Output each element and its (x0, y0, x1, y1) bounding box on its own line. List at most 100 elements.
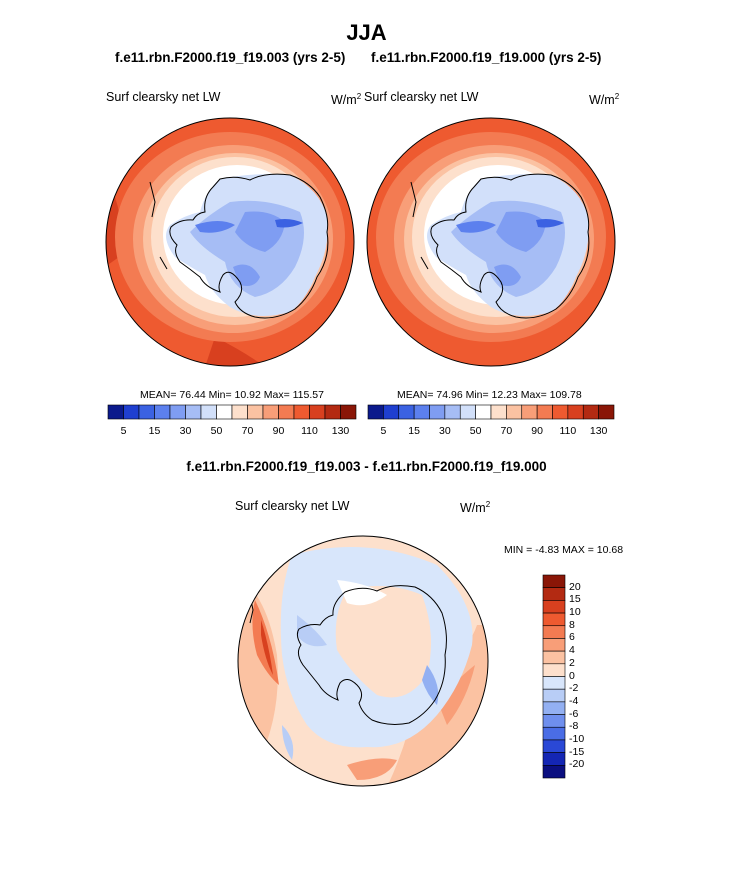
colorbar-swatch (542, 726, 566, 741)
colorbar-tick-label: 50 (469, 425, 482, 437)
colorbar-tick-label: -10 (569, 732, 585, 745)
colorbar-swatch (542, 739, 566, 753)
colorbar-tick-label: 90 (531, 425, 543, 437)
diff-stats: MIN = -4.83 MAX = 10.68 (504, 544, 624, 556)
colorbar-tick-label: 0 (569, 669, 575, 682)
colorbar-swatch (169, 404, 186, 420)
colorbar-tick-label: 70 (241, 425, 254, 437)
diff-colorbar (542, 574, 566, 779)
left-polar-map (105, 117, 355, 367)
colorbar-swatch (231, 404, 248, 420)
colorbar-swatch (309, 404, 326, 420)
colorbar-tick-label: -8 (569, 720, 579, 733)
colorbar-swatch (542, 663, 566, 677)
diff-coastline (296, 585, 447, 725)
colorbar-swatch (542, 688, 566, 703)
left-units-exp: 2 (356, 92, 362, 101)
colorbar-swatch (536, 404, 553, 420)
left-plateau-fill (235, 211, 285, 252)
diff-south-peak (347, 758, 397, 780)
colorbar-swatch (542, 676, 566, 690)
left-units-base: W/m (331, 93, 357, 108)
diff-interior-warm (335, 586, 431, 698)
right-polar-map (366, 117, 616, 367)
colorbar-swatch (293, 404, 310, 420)
colorbar-swatch (216, 404, 233, 420)
colorbar-tick-label: 15 (569, 593, 581, 606)
right-run-title: f.e11.rbn.F2000.f19_f19.000 (yrs 2-5) (371, 50, 602, 65)
colorbar-swatch (506, 404, 523, 420)
colorbar-tick-label: 2 (569, 656, 575, 669)
colorbar-tick-label: 30 (179, 425, 192, 437)
colorbar-tick-label: -6 (569, 707, 579, 720)
colorbar-swatch (542, 587, 566, 601)
colorbar-swatch (542, 701, 566, 715)
left-min-s (233, 264, 260, 286)
colorbar-swatch (521, 404, 538, 420)
colorbar-swatch (542, 574, 566, 588)
right-coastline (430, 173, 590, 319)
colorbar-swatch (542, 600, 566, 614)
colorbar-swatch (542, 650, 566, 665)
right-stats: MEAN= 74.96 Min= 12.23 Max= 109.78 (397, 389, 582, 401)
colorbar-swatch (262, 404, 279, 420)
colorbar-swatch (542, 752, 566, 766)
colorbar-swatch (154, 404, 171, 420)
right-colorbar (367, 404, 615, 420)
colorbar-swatch (107, 404, 124, 420)
colorbar-tick-label: 15 (148, 425, 161, 437)
colorbar-tick-label: 4 (569, 644, 575, 657)
colorbar-swatch (582, 404, 599, 420)
colorbar-tick-label: 30 (439, 425, 451, 437)
colorbar-tick-label: -20 (569, 758, 585, 771)
diff-cool-w (297, 615, 327, 647)
colorbar-tick-label: 8 (569, 618, 575, 631)
diff-cool-e (422, 665, 439, 705)
colorbar-swatch (324, 404, 341, 420)
right-min-w (456, 221, 496, 233)
right-islands (410, 181, 429, 270)
colorbar-tick-label: -4 (569, 694, 579, 707)
left-run-title: f.e11.rbn.F2000.f19_f19.003 (yrs 2-5) (115, 50, 346, 65)
colorbar-swatch (542, 612, 566, 627)
left-islands (149, 181, 168, 270)
colorbar-swatch (598, 404, 615, 420)
diff-field-label: Surf clearsky net LW (235, 499, 350, 513)
left-units: W/m2 (331, 92, 361, 107)
diff-polar-map (237, 535, 489, 787)
left-coastline (169, 173, 329, 319)
colorbar-swatch (542, 625, 566, 639)
colorbar-tick-label: 130 (331, 425, 350, 437)
left-map-border (105, 117, 355, 367)
colorbar-swatch (459, 404, 476, 420)
colorbar-tick-label: 50 (210, 425, 223, 437)
diff-cool-sw (282, 725, 294, 760)
colorbar-swatch (138, 404, 155, 420)
colorbar-swatch (475, 404, 492, 420)
diff-title: f.e11.rbn.F2000.f19_f19.003 - f.e11.rbn.… (186, 459, 547, 474)
diff-units-exp: 2 (485, 500, 491, 509)
colorbar-swatch (429, 404, 446, 420)
left-min-w (195, 221, 235, 233)
right-min-e (536, 219, 564, 228)
colorbar-swatch (383, 404, 400, 420)
colorbar-swatch (542, 765, 566, 779)
colorbar-swatch (444, 404, 461, 420)
diff-neutral-n (337, 580, 387, 606)
colorbar-swatch (413, 404, 430, 420)
colorbar-tick-label: 110 (301, 425, 318, 437)
colorbar-tick-label: -15 (569, 745, 585, 758)
colorbar-swatch (542, 714, 566, 728)
right-field-label: Surf clearsky net LW (364, 90, 479, 104)
colorbar-swatch (340, 404, 357, 420)
colorbar-swatch (398, 404, 415, 420)
colorbar-tick-label: 5 (380, 425, 387, 437)
main-title: JJA (346, 20, 387, 45)
colorbar-tick-label: 10 (569, 606, 581, 619)
colorbar-tick-label: 70 (500, 425, 513, 437)
colorbar-swatch (278, 404, 295, 420)
diff-units-base: W/m (460, 501, 486, 516)
colorbar-tick-label: 6 (569, 631, 575, 644)
right-map-border (366, 117, 616, 367)
right-units: W/m2 (589, 92, 619, 107)
